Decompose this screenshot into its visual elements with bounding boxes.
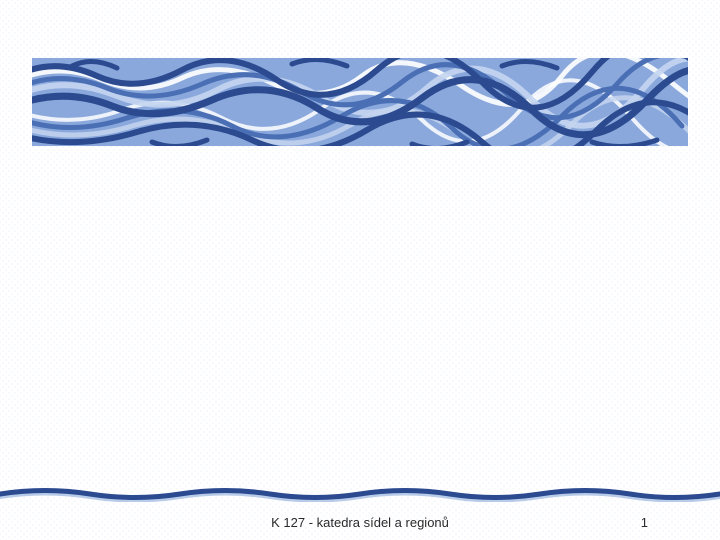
banner-wave-decoration (32, 58, 688, 146)
title-banner (32, 58, 688, 146)
page-number: 1 (641, 515, 648, 530)
bottom-wave-divider (0, 488, 720, 502)
footer: K 127 - katedra sídel a regionů 1 (0, 512, 720, 532)
footer-text: K 127 - katedra sídel a regionů (271, 515, 449, 530)
